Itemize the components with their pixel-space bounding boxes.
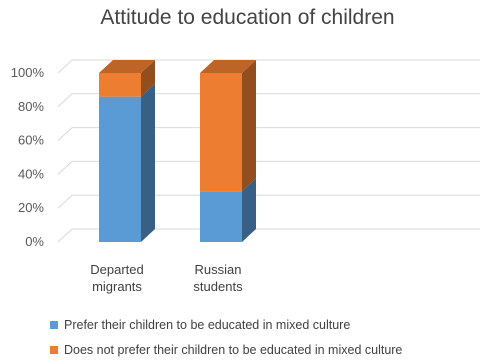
- y-tick-label: 80%: [18, 99, 44, 114]
- gridline: [57, 160, 480, 175]
- y-tick-label: 0%: [25, 234, 44, 249]
- bar-segment: [200, 191, 242, 242]
- bar-top: [99, 60, 155, 73]
- legend-label-not-prefer: Does not prefer their children to be edu…: [64, 343, 403, 357]
- bar-side: [141, 60, 155, 97]
- y-tick-label: 100%: [11, 65, 45, 80]
- legend-swatch-orange: [50, 345, 58, 354]
- x-category-label-line: Russian: [195, 262, 242, 277]
- chart-title: Attitude to education of children: [100, 6, 395, 29]
- x-category-label-line: students: [193, 279, 243, 294]
- legend-swatch-blue: [50, 320, 58, 329]
- bar-side: [242, 178, 256, 242]
- legend-label-prefer: Prefer their children to be educated in …: [64, 318, 351, 332]
- x-category-label: Departed migrants: [90, 262, 143, 294]
- legend-entry-not-prefer: Does not prefer their children to be edu…: [50, 343, 402, 357]
- gridline: [57, 127, 480, 141]
- bar-segment: [99, 73, 141, 97]
- y-tick-label: 60%: [18, 133, 44, 148]
- x-category-label-line: Departed: [90, 262, 143, 277]
- legend-entry-prefer: Prefer their children to be educated in …: [50, 318, 350, 332]
- gridline: [57, 228, 480, 243]
- bar-segment: [200, 73, 242, 192]
- x-category-label: Russian students: [193, 262, 243, 294]
- x-category-label-line: migrants: [92, 279, 142, 294]
- bar-top: [200, 60, 256, 73]
- gridline: [57, 93, 480, 108]
- y-tick-label: 40%: [18, 166, 44, 181]
- gridline: [57, 194, 480, 209]
- gridline: [57, 59, 480, 74]
- y-tick-label: 20%: [18, 200, 44, 215]
- bar-side: [141, 83, 155, 242]
- bar-segment: [99, 96, 141, 242]
- bar-side: [242, 60, 256, 192]
